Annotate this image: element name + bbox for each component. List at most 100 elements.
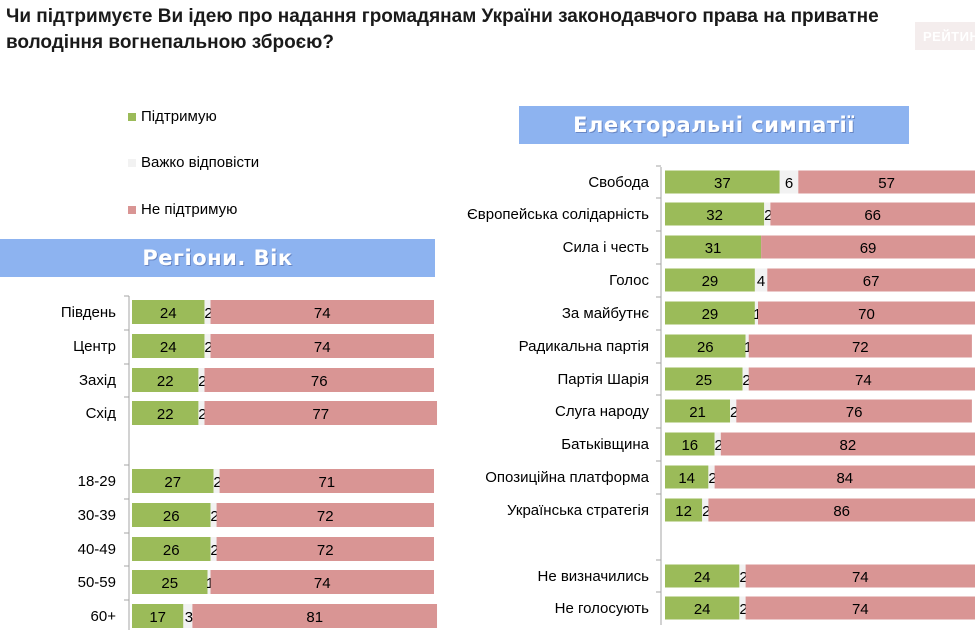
- value-label-oppose-голос: 67: [863, 273, 880, 290]
- category-label-30-39: 30-39: [78, 507, 116, 524]
- value-label-oppose-сила-і-честь: 69: [860, 240, 877, 257]
- bar-support-свобода: [665, 170, 780, 194]
- bar-oppose-українська-стратегія: [708, 498, 975, 522]
- value-label-hard-не-голосують: 2: [739, 601, 747, 618]
- value-label-hard-українська-стратегія: 2: [702, 503, 710, 520]
- value-label-oppose-не-визначились: 74: [852, 569, 869, 586]
- value-label-support-захід: 22: [157, 373, 174, 390]
- bar-support-40-49: [132, 537, 211, 561]
- value-label-hard-50-59: 1: [206, 575, 214, 592]
- category-label-голос: Голос: [609, 272, 649, 289]
- value-label-support-не-голосують: 24: [694, 601, 711, 618]
- bar-support-не-голосують: [665, 596, 740, 620]
- bar-hard-голос: [754, 268, 768, 292]
- category-label-не-визначились: Не визначились: [537, 568, 649, 585]
- value-label-support-українська-стратегія: 12: [675, 503, 692, 520]
- category-label-50-59: 50-59: [78, 574, 116, 591]
- bar-support-європейська-солідарність: [665, 202, 765, 226]
- value-label-support-60: 17: [149, 609, 166, 626]
- bar-hard-30-39: [210, 503, 217, 527]
- value-label-oppose-опозиційна-платформа: 84: [836, 470, 853, 487]
- bar-oppose-сила-і-честь: [761, 235, 975, 259]
- category-label-партія-шарія: Партія Шарія: [557, 371, 649, 388]
- category-label-за-майбутнє: За майбутнє: [562, 305, 650, 322]
- bar-hard-слуга-народу: [730, 399, 737, 423]
- bar-oppose-голос: [767, 268, 975, 292]
- value-label-hard-не-визначились: 2: [739, 569, 747, 586]
- bar-oppose-50-59: [210, 570, 434, 594]
- value-label-oppose-за-майбутнє: 70: [858, 306, 875, 323]
- value-label-oppose-30-39: 72: [317, 508, 334, 525]
- bar-hard-18-29: [213, 469, 220, 493]
- category-label-не-голосують: Не голосують: [555, 600, 650, 617]
- category-label-європейська-солідарність: Європейська солідарність: [467, 206, 649, 223]
- bar-oppose-захід: [204, 368, 434, 392]
- bar-hard-50-59: [207, 570, 211, 594]
- value-label-hard-за-майбутнє: 1: [753, 306, 761, 323]
- value-label-hard-опозиційна-платформа: 2: [708, 470, 716, 487]
- category-label-40-49: 40-49: [78, 541, 116, 558]
- bar-oppose-центр: [210, 334, 434, 358]
- category-label-радикальна-партія: Радикальна партія: [519, 338, 649, 355]
- bar-hard-захід: [198, 368, 205, 392]
- bar-hard-не-голосують: [739, 596, 746, 620]
- bar-oppose-30-39: [216, 503, 434, 527]
- bar-hard-південь: [204, 300, 211, 324]
- bar-hard-не-визначились: [739, 564, 746, 588]
- value-label-support-сила-і-честь: 31: [705, 240, 722, 257]
- brand-label: РЕЙТИНГ: [923, 29, 975, 44]
- bar-support-не-визначились: [665, 564, 740, 588]
- value-label-hard-захід: 2: [198, 373, 206, 390]
- bar-hard-центр: [204, 334, 211, 358]
- category-label-захід: Захід: [79, 372, 116, 389]
- bar-support-українська-стратегія: [665, 498, 703, 522]
- legend-label-support: Підтримую: [141, 108, 217, 125]
- category-label-опозиційна-платформа: Опозиційна платформа: [485, 469, 649, 486]
- bar-support-60: [132, 604, 184, 628]
- value-label-oppose-40-49: 72: [317, 542, 334, 559]
- value-label-support-південь: 24: [160, 305, 177, 322]
- bar-oppose-свобода: [798, 170, 975, 194]
- legend-label-oppose: Не підтримую: [141, 201, 238, 218]
- category-label-60: 60+: [91, 608, 117, 625]
- bar-support-радикальна-партія: [665, 334, 746, 358]
- bar-support-захід: [132, 368, 199, 392]
- bar-support-сила-і-честь: [665, 235, 762, 259]
- value-label-oppose-батьківщина: 82: [840, 437, 857, 454]
- value-label-support-опозиційна-платформа: 14: [678, 470, 695, 487]
- value-label-hard-батьківщина: 2: [715, 437, 723, 454]
- bar-support-за-майбутнє: [665, 301, 755, 325]
- bar-oppose-40-49: [216, 537, 434, 561]
- category-label-батьківщина: Батьківщина: [561, 436, 649, 453]
- bar-oppose-європейська-солідарність: [770, 202, 975, 226]
- category-label-українська-стратегія: Українська стратегія: [507, 502, 649, 519]
- bar-oppose-схід: [204, 401, 438, 425]
- bar-hard-40-49: [210, 537, 217, 561]
- bar-support-слуга-народу: [665, 399, 731, 423]
- value-label-support-свобода: 37: [714, 175, 731, 192]
- bar-hard-партія-шарія: [742, 367, 749, 391]
- value-label-support-за-майбутнє: 29: [702, 306, 719, 323]
- value-label-oppose-18-29: 71: [318, 474, 335, 491]
- value-label-hard-схід: 2: [198, 406, 206, 423]
- value-label-oppose-слуга-народу: 76: [846, 404, 863, 421]
- bar-support-схід: [132, 401, 199, 425]
- value-label-support-центр: 24: [160, 339, 177, 356]
- value-label-hard-30-39: 2: [210, 508, 218, 525]
- value-label-hard-південь: 2: [204, 305, 212, 322]
- bar-oppose-опозиційна-платформа: [714, 465, 975, 489]
- value-label-oppose-захід: 76: [311, 373, 328, 390]
- value-label-hard-60: 3: [185, 609, 193, 626]
- bar-support-батьківщина: [665, 432, 715, 456]
- bar-oppose-60: [192, 604, 438, 628]
- category-label-18-29: 18-29: [78, 473, 116, 490]
- bar-oppose-слуга-народу: [736, 399, 972, 423]
- value-label-oppose-українська-стратегія: 86: [833, 503, 850, 520]
- bar-support-опозиційна-платформа: [665, 465, 709, 489]
- chart-title: Чи підтримуєте Ви ідею про надання грома…: [6, 6, 879, 53]
- value-label-support-40-49: 26: [163, 542, 180, 559]
- value-label-support-батьківщина: 16: [681, 437, 698, 454]
- bar-hard-свобода: [779, 170, 799, 194]
- bar-oppose-партія-шарія: [748, 367, 975, 391]
- value-label-hard-40-49: 2: [210, 542, 218, 559]
